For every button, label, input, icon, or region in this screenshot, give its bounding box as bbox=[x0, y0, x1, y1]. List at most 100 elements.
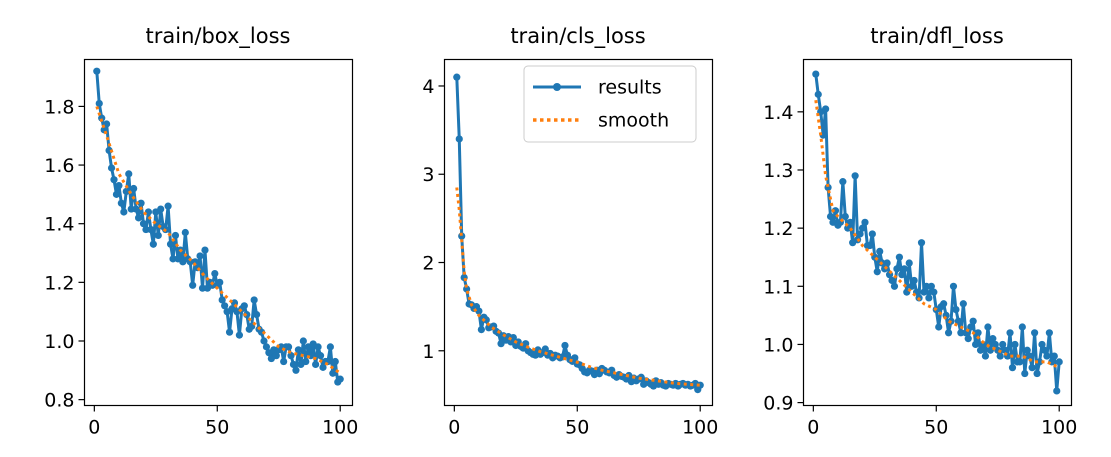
results-point bbox=[171, 231, 180, 240]
results-point bbox=[1038, 340, 1046, 349]
results-point bbox=[196, 252, 204, 260]
plot-area bbox=[93, 67, 344, 386]
results-point bbox=[920, 288, 928, 296]
x-tick-label: 0 bbox=[88, 417, 100, 439]
results-point bbox=[925, 294, 933, 302]
smooth-line bbox=[95, 105, 342, 375]
results-point bbox=[272, 352, 280, 360]
results-point bbox=[262, 343, 271, 351]
results-point bbox=[115, 181, 123, 190]
results-point bbox=[964, 335, 972, 343]
results-point bbox=[873, 268, 881, 276]
results-point bbox=[312, 360, 320, 369]
axes-frame bbox=[83, 58, 354, 407]
results-point bbox=[154, 231, 162, 240]
results-point bbox=[260, 337, 268, 345]
results-point bbox=[235, 331, 243, 339]
results-point bbox=[331, 357, 339, 366]
x-tick-label: 100 bbox=[682, 417, 718, 439]
axes-frame bbox=[443, 58, 714, 407]
results-point bbox=[905, 259, 913, 267]
results-point bbox=[831, 207, 840, 215]
results-point bbox=[509, 333, 517, 342]
results-point bbox=[292, 366, 300, 374]
results-point bbox=[287, 352, 295, 360]
legend-box bbox=[523, 65, 697, 143]
results-point bbox=[1026, 352, 1034, 360]
results-point bbox=[326, 343, 334, 351]
results-point bbox=[149, 240, 157, 248]
legend-smooth-label: smooth bbox=[598, 110, 669, 132]
results-point bbox=[944, 329, 953, 337]
panel-cls-loss: train/cls_loss results smooth 0 50 100 1 2 3 4 bbox=[422, 24, 718, 439]
results-point bbox=[475, 307, 483, 315]
results-point bbox=[974, 329, 982, 337]
results-point bbox=[1016, 358, 1024, 366]
results-point bbox=[910, 276, 918, 285]
results-point bbox=[858, 224, 867, 232]
results-point bbox=[284, 343, 293, 351]
results-point bbox=[868, 230, 876, 238]
y-tick-label: 0.8 bbox=[44, 390, 74, 412]
y-tick-label: 2 bbox=[422, 253, 434, 275]
results-point bbox=[294, 346, 303, 354]
results-point bbox=[1011, 340, 1019, 349]
results-point bbox=[900, 265, 908, 273]
x-tick-label: 0 bbox=[448, 417, 460, 439]
results-point bbox=[120, 208, 128, 216]
results-point bbox=[1021, 369, 1029, 378]
results-point bbox=[959, 300, 967, 308]
results-point bbox=[134, 214, 143, 222]
results-point bbox=[93, 67, 101, 75]
x-tick-label: 100 bbox=[1041, 417, 1077, 439]
y-tick-label: 1 bbox=[422, 341, 434, 363]
results-point bbox=[986, 346, 994, 354]
smooth-line bbox=[814, 100, 1060, 370]
results-point bbox=[316, 352, 325, 360]
y-tick-label: 1.3 bbox=[763, 160, 793, 182]
results-point bbox=[1050, 352, 1058, 360]
results-point bbox=[95, 99, 103, 108]
results-point bbox=[130, 184, 138, 193]
y-tick-label: 1.0 bbox=[763, 334, 793, 356]
results-point bbox=[112, 190, 121, 198]
x-tick-label: 50 bbox=[924, 417, 948, 439]
results-point bbox=[189, 281, 197, 289]
results-point bbox=[1033, 369, 1041, 378]
results-point bbox=[861, 218, 869, 226]
y-tick-label: 1.2 bbox=[44, 272, 74, 294]
results-point bbox=[157, 205, 165, 213]
results-point bbox=[935, 323, 943, 331]
x-tick-label: 0 bbox=[807, 417, 819, 439]
results-point bbox=[455, 135, 463, 143]
results-point bbox=[186, 258, 194, 266]
y-tick-label: 1.4 bbox=[44, 214, 74, 236]
results-point bbox=[319, 363, 327, 371]
results-point bbox=[949, 282, 958, 290]
results-point bbox=[846, 218, 854, 226]
results-point bbox=[181, 228, 189, 237]
results-point bbox=[169, 255, 177, 263]
panel-dfl-loss: train/dfl_loss 0 50 100 0.9 1.0 1.1 1.2 1.3 1.4 bbox=[763, 24, 1077, 439]
results-point bbox=[541, 345, 549, 353]
chart-title: train/dfl_loss bbox=[870, 24, 1004, 49]
results-point bbox=[147, 225, 155, 234]
results-point bbox=[856, 230, 864, 238]
results-point bbox=[221, 302, 229, 310]
results-point bbox=[999, 340, 1007, 349]
results-point bbox=[225, 328, 234, 336]
results-point bbox=[976, 346, 985, 354]
y-tick-label: 1.4 bbox=[763, 102, 793, 124]
y-tick-label: 0.9 bbox=[763, 393, 793, 415]
results-point bbox=[1043, 352, 1051, 360]
results-point bbox=[814, 90, 822, 98]
panel-box-loss: train/box_loss 0 50 100 0.8 1.0 1.2 1.4 1.6 1.8 bbox=[44, 24, 358, 439]
y-tick-label: 3 bbox=[422, 164, 434, 186]
results-point bbox=[979, 340, 987, 349]
y-tick-label: 1.6 bbox=[44, 155, 74, 177]
results-point bbox=[250, 296, 258, 304]
results-point bbox=[952, 305, 960, 314]
results-point bbox=[908, 282, 916, 290]
results-point bbox=[198, 284, 207, 292]
results-point bbox=[139, 220, 148, 228]
